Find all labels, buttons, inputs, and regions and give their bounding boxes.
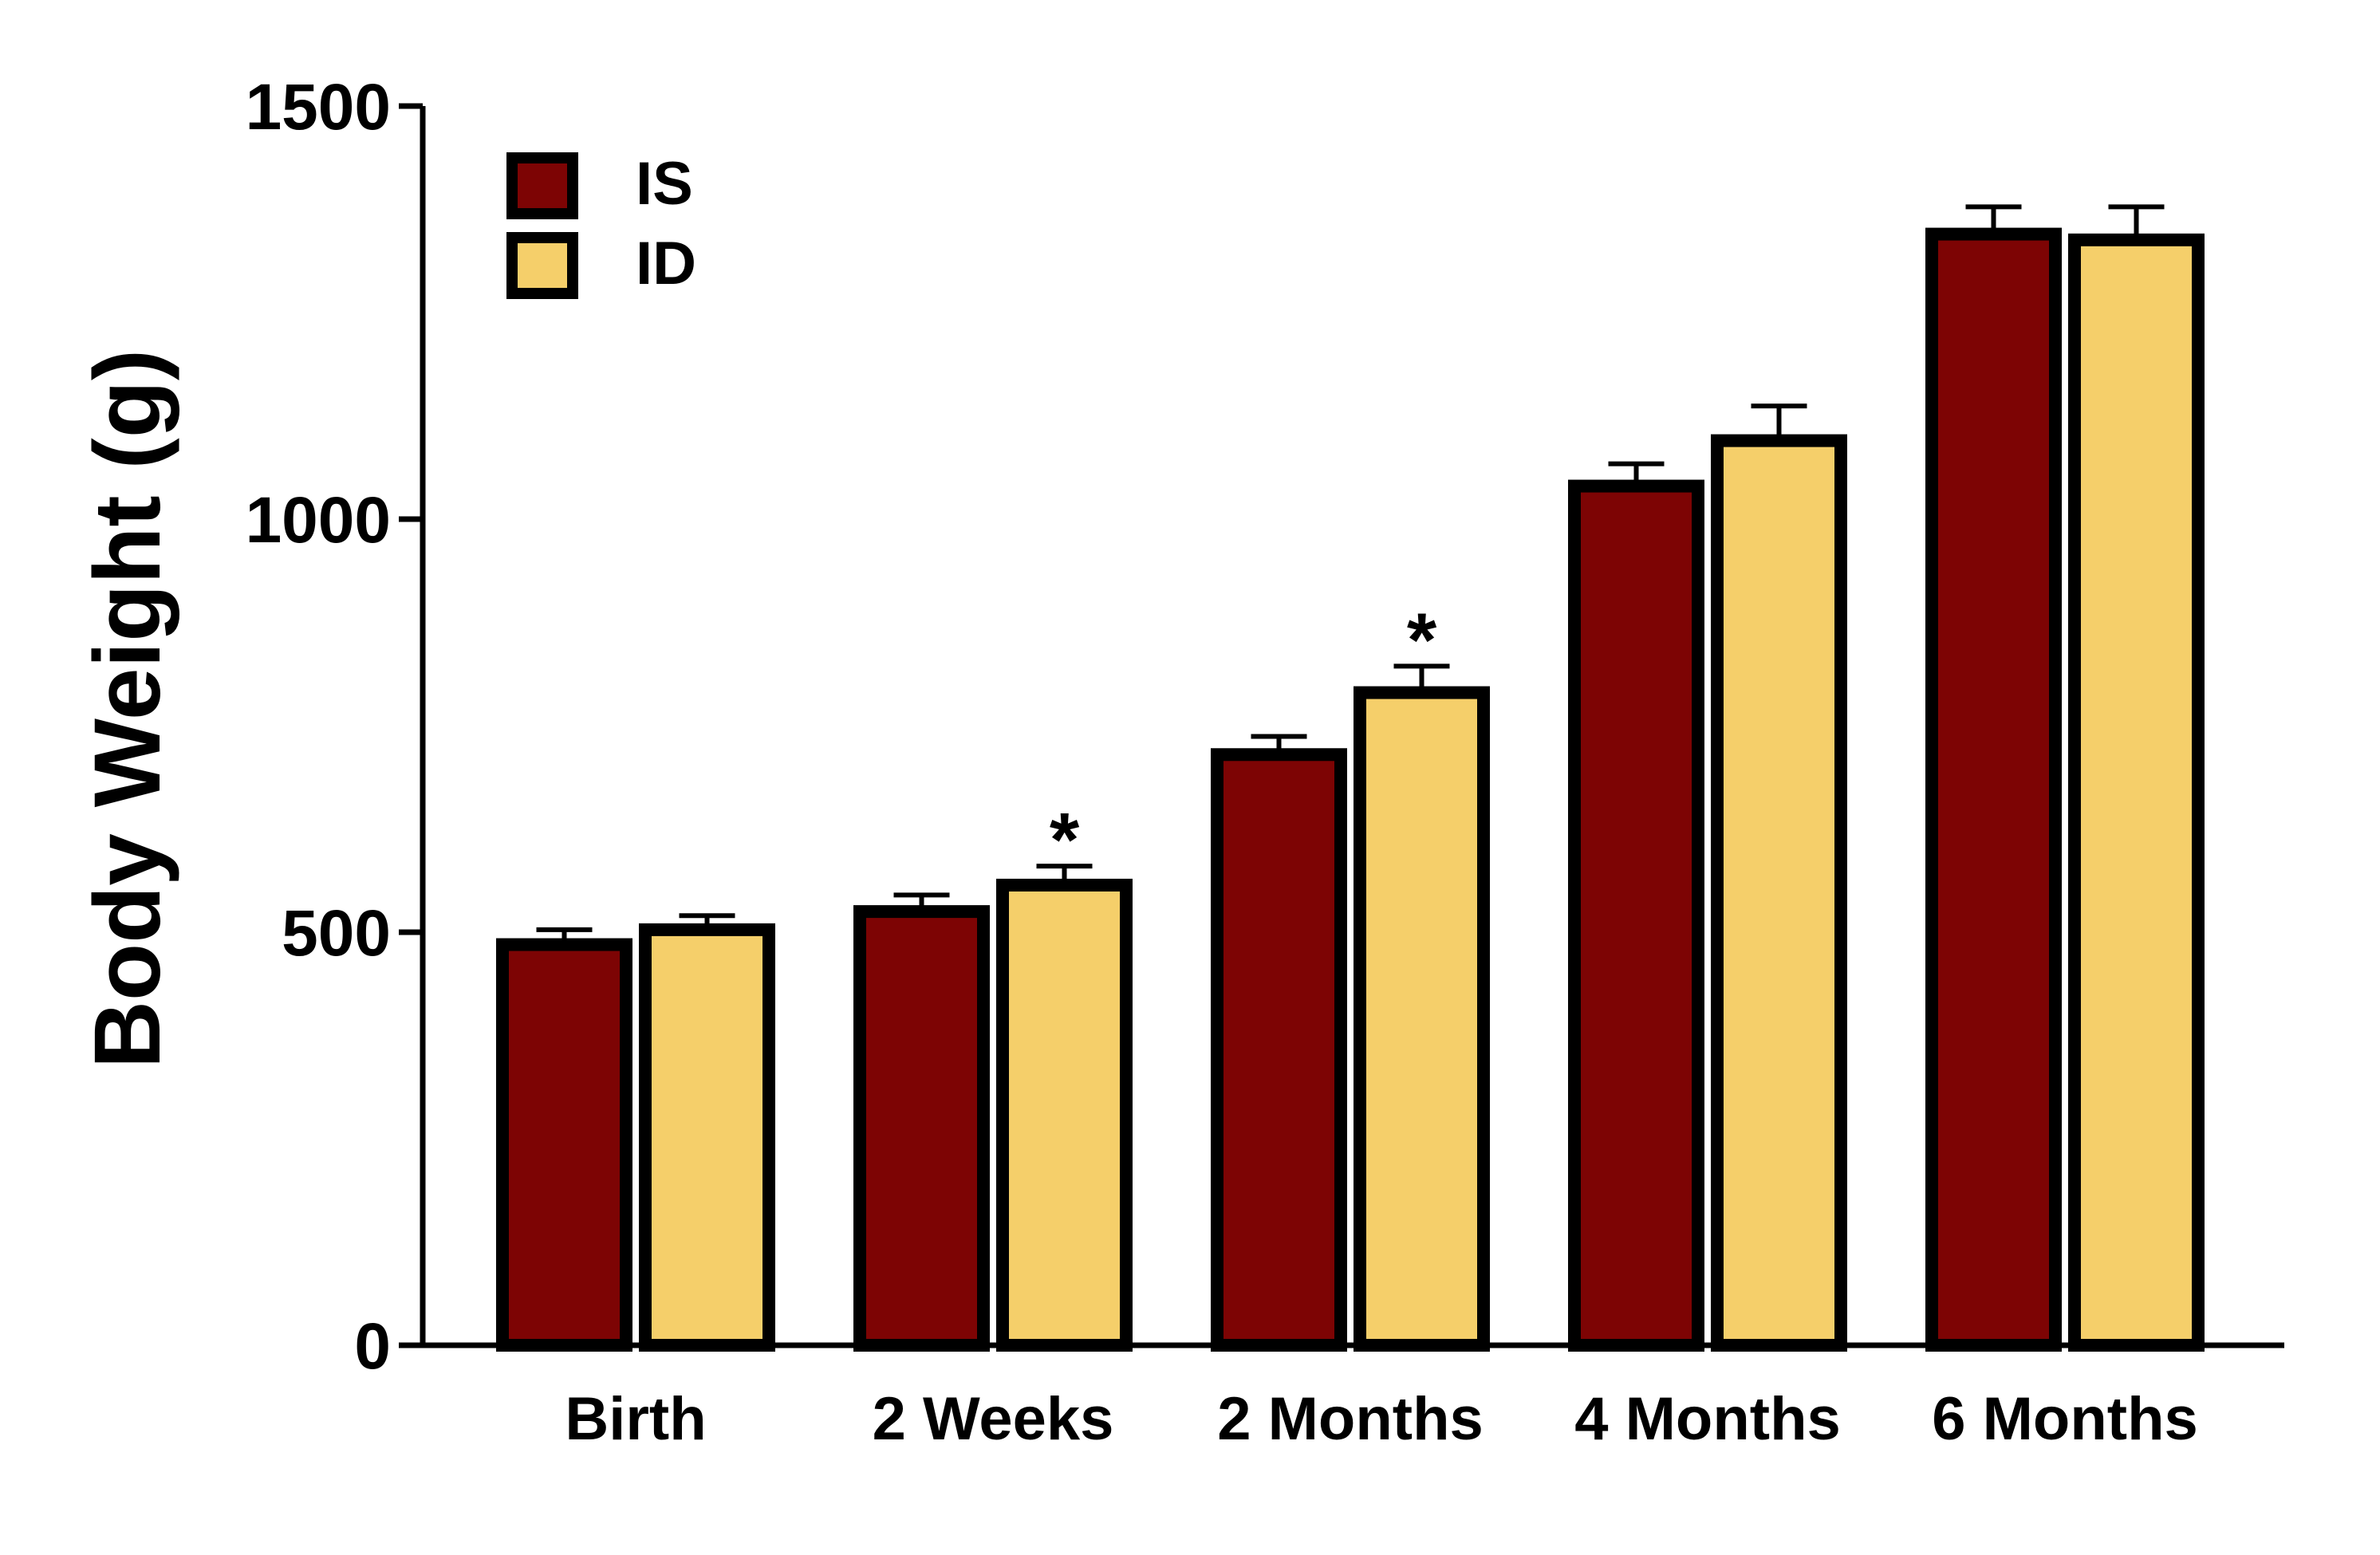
bar-id-1 bbox=[996, 878, 1133, 1352]
x-tick-label: Birth bbox=[565, 1385, 706, 1453]
y-axis-label: Body Weight (g) bbox=[75, 349, 180, 1069]
legend-swatch-is bbox=[506, 152, 578, 219]
x-tick-label: 2 Months bbox=[1217, 1385, 1484, 1453]
bar-is-2 bbox=[1211, 748, 1347, 1352]
plot-area: 0 500 1000 1500 Birth 2 Weeks 2 Months 4 Months… bbox=[246, 71, 2284, 1453]
x-tick-label: 4 Months bbox=[1574, 1385, 1841, 1453]
bar-id-3 bbox=[1711, 434, 1847, 1352]
y-tick-label: 500 bbox=[282, 897, 391, 970]
bar-is-0 bbox=[496, 938, 632, 1352]
x-tick-label: 2 Weeks bbox=[873, 1385, 1114, 1453]
bar-is-4 bbox=[1925, 227, 2062, 1352]
bar-is-1 bbox=[853, 905, 990, 1352]
bar-is-3 bbox=[1568, 479, 1704, 1352]
bar-id-2 bbox=[1354, 686, 1490, 1352]
bar-id-0 bbox=[639, 923, 775, 1352]
y-tick-label: 0 bbox=[354, 1310, 391, 1383]
x-tick-label: 6 Months bbox=[1932, 1385, 2198, 1453]
y-tick-label: 1500 bbox=[246, 71, 391, 144]
legend-swatch-id bbox=[506, 232, 578, 299]
significance-marker: * bbox=[1050, 797, 1080, 883]
legend-label: ID bbox=[636, 230, 696, 297]
significance-marker: * bbox=[1407, 597, 1437, 683]
y-tick-label: 1000 bbox=[246, 484, 391, 557]
legend-label: IS bbox=[636, 150, 693, 218]
bar-id-4 bbox=[2068, 233, 2205, 1352]
